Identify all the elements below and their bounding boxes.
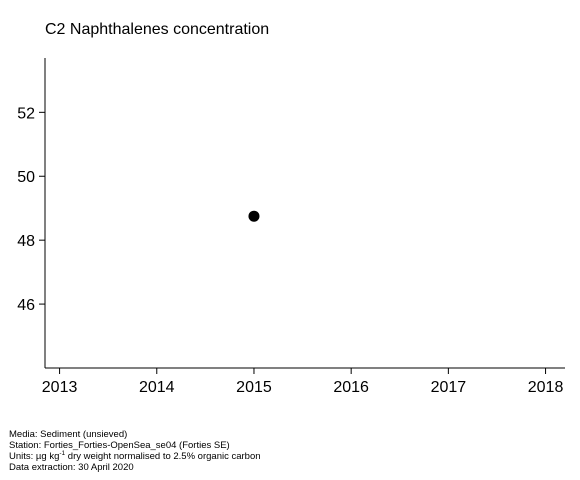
x-tick-label: 2018	[528, 379, 564, 396]
x-tick-label: 2017	[431, 379, 467, 396]
x-tick-label: 2013	[42, 379, 78, 396]
footer-units-superscript: -1	[59, 450, 66, 457]
footer-metadata: Media: Sediment (unsieved) Station: Fort…	[9, 429, 261, 473]
data-point	[248, 210, 260, 222]
x-axis-ticks: 2013 2014 2015 2016 2017 2018	[42, 368, 564, 396]
footer-station: Station: Forties_Forties-OpenSea_se04 (F…	[9, 440, 230, 451]
y-tick-label: 48	[17, 233, 35, 250]
footer-units: Units: µg kg-1 dry weight normalised to …	[9, 450, 261, 462]
y-tick-label: 50	[17, 169, 35, 186]
chart: C2 Naphthalenes concentration 46 48 50 52 2…	[17, 21, 565, 396]
y-tick-label: 52	[17, 105, 35, 122]
chart-title: C2 Naphthalenes concentration	[45, 21, 269, 38]
x-tick-label: 2016	[333, 379, 369, 396]
footer-units-prefix: Units: µg kg	[9, 451, 60, 462]
x-tick-label: 2015	[236, 379, 272, 396]
data-points	[248, 210, 260, 222]
footer-extraction: Data extraction: 30 April 2020	[9, 462, 134, 473]
x-tick-label: 2014	[139, 379, 175, 396]
footer-media: Media: Sediment (unsieved)	[9, 429, 128, 440]
y-tick-label: 46	[17, 297, 35, 314]
footer-units-suffix: dry weight normalised to 2.5% organic ca…	[65, 451, 261, 462]
y-axis-ticks: 46 48 50 52	[17, 105, 45, 314]
